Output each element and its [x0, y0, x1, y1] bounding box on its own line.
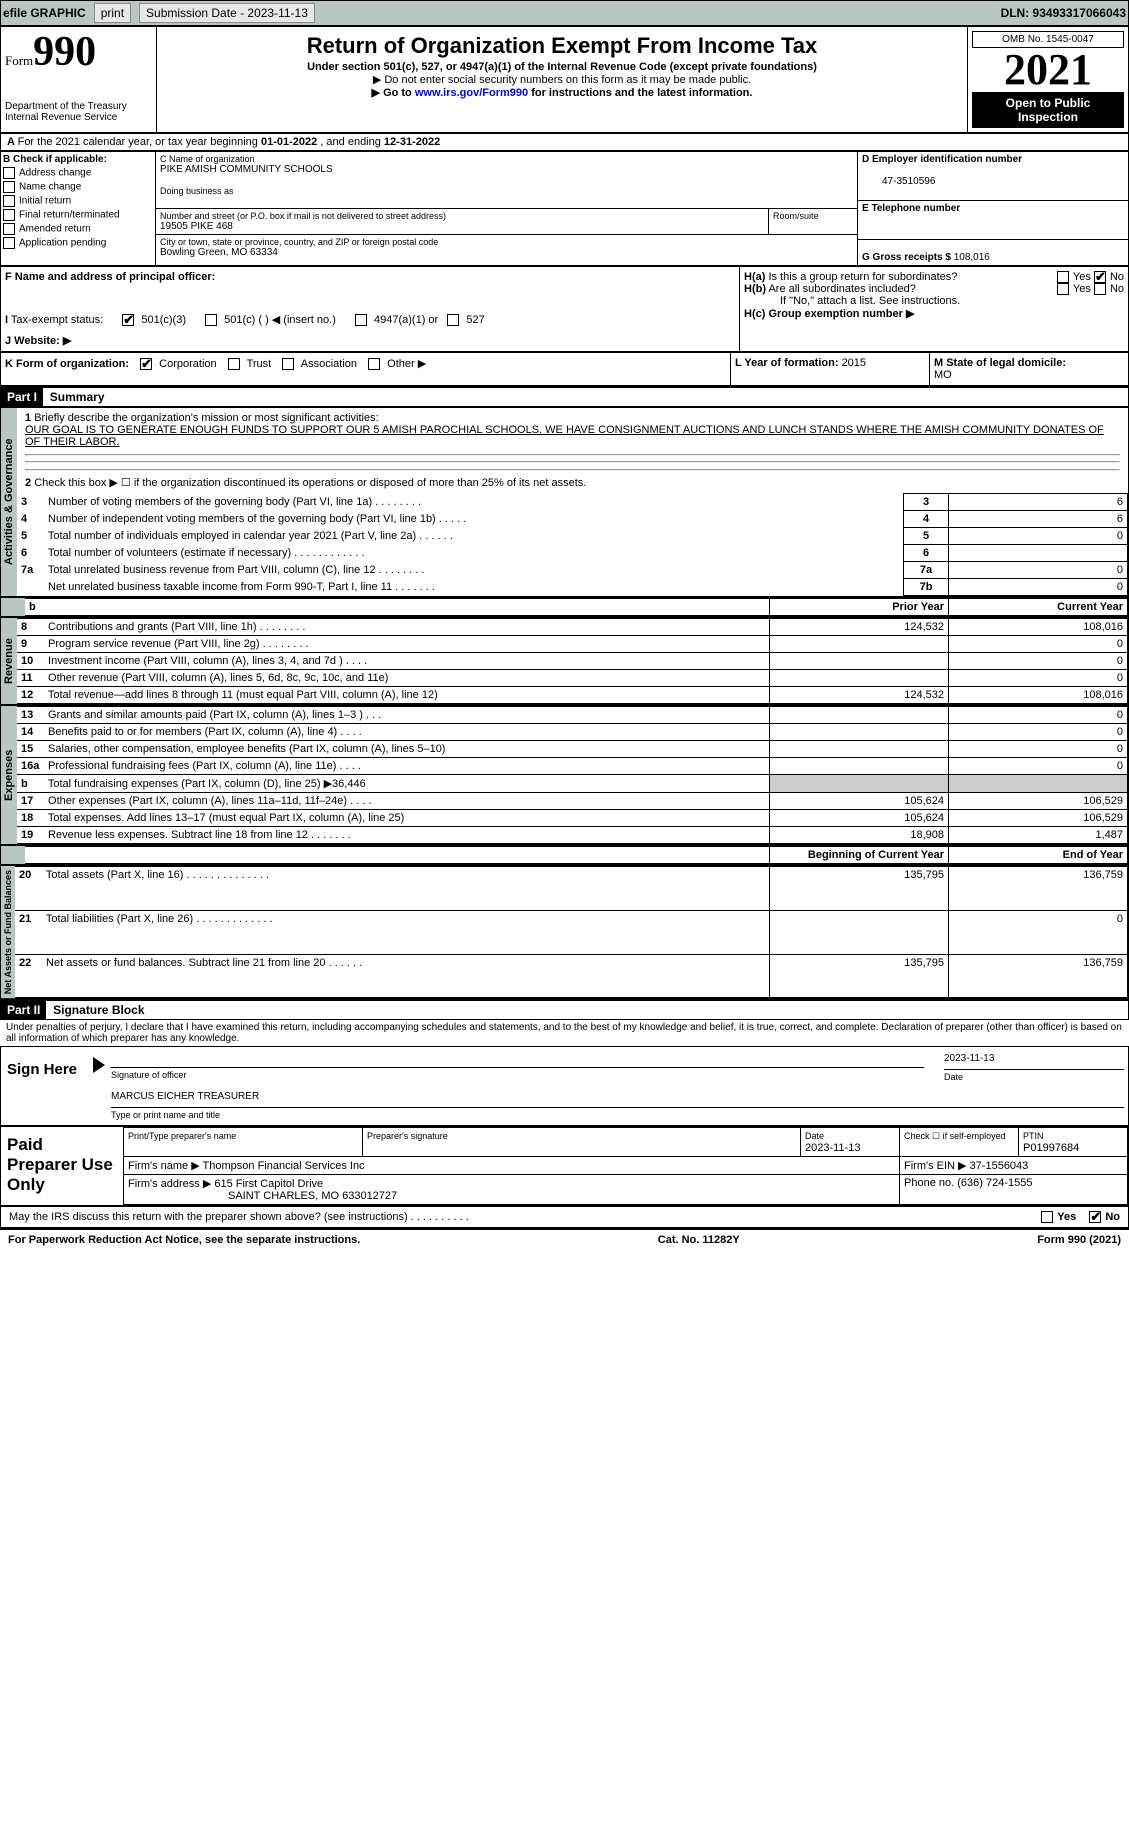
firm-ein: 37-1556043	[970, 1160, 1029, 1172]
ptin: P01997684	[1023, 1142, 1079, 1154]
side-net: Net Assets or Fund Balances	[1, 866, 15, 998]
check-pending[interactable]	[3, 237, 15, 249]
dept-label: Department of the Treasury	[5, 101, 152, 112]
org-address: 19505 PIKE 468	[160, 221, 764, 232]
dln-label: DLN: 93493317066043	[1001, 6, 1126, 20]
print-button[interactable]: print	[94, 3, 131, 23]
check-initial[interactable]	[3, 195, 15, 207]
discuss-no[interactable]	[1089, 1211, 1101, 1223]
check-501c[interactable]	[205, 314, 217, 326]
tax-year: 2021	[972, 48, 1124, 92]
check-527[interactable]	[447, 314, 459, 326]
section-f: F Name and address of principal officer:…	[1, 267, 739, 351]
sig-declaration: Under penalties of perjury, I declare th…	[0, 1020, 1129, 1046]
sig-date: 2023-11-13	[944, 1051, 1124, 1070]
mission-text: OUR GOAL IS TO GENERATE ENOUGH FUNDS TO …	[25, 424, 1104, 448]
check-corp[interactable]	[140, 358, 152, 370]
efile-label: efile GRAPHIC	[3, 6, 86, 20]
form-title: Return of Organization Exempt From Incom…	[161, 33, 963, 59]
officer-name: MARCUS EICHER TREASURER	[111, 1089, 1124, 1108]
gross-receipts: 108,016	[954, 252, 990, 263]
top-bar: efile GRAPHIC print Submission Date - 20…	[0, 0, 1129, 26]
check-501c3[interactable]	[122, 314, 134, 326]
irs-label: Internal Revenue Service	[5, 112, 152, 123]
paid-preparer: Paid Preparer Use Only	[1, 1127, 123, 1205]
footer-right: Form 990 (2021)	[1037, 1234, 1121, 1246]
website-label: J Website: ▶	[5, 335, 71, 347]
year-formation: 2015	[842, 357, 866, 369]
header-left: Form990 Department of the Treasury Inter…	[1, 27, 156, 132]
footer-left: For Paperwork Reduction Act Notice, see …	[8, 1234, 360, 1246]
open-inspection: Open to Public Inspection	[972, 92, 1124, 128]
check-final[interactable]	[3, 209, 15, 221]
check-4947[interactable]	[355, 314, 367, 326]
discuss-yes[interactable]	[1041, 1211, 1053, 1223]
footer-mid: Cat. No. 11282Y	[658, 1234, 740, 1246]
firm-phone: (636) 724-1555	[957, 1177, 1032, 1189]
part2-head: Part II	[1, 1001, 46, 1019]
check-address[interactable]	[3, 167, 15, 179]
side-revenue: Revenue	[1, 618, 17, 704]
officer-signature[interactable]	[111, 1051, 924, 1068]
part1-head: Part I	[1, 388, 43, 406]
firm-name: Thompson Financial Services Inc	[203, 1160, 365, 1172]
header-mid: Return of Organization Exempt From Incom…	[156, 27, 968, 132]
section-h: H(a) Is this a group return for subordin…	[739, 267, 1128, 351]
ein: 47-3510596	[882, 176, 935, 187]
side-expenses: Expenses	[1, 706, 17, 844]
header-right: OMB No. 1545-0047 2021 Open to Public In…	[968, 27, 1128, 132]
org-name: PIKE AMISH COMMUNITY SCHOOLS	[160, 164, 853, 175]
check-ha-no[interactable]	[1094, 271, 1106, 283]
state-domicile: MO	[934, 369, 952, 381]
check-name[interactable]	[3, 181, 15, 193]
submission-button[interactable]: Submission Date - 2023-11-13	[139, 3, 315, 23]
sign-here: Sign Here	[1, 1047, 93, 1125]
line-a: A For the 2021 calendar year, or tax yea…	[0, 133, 1129, 151]
irs-link[interactable]: www.irs.gov/Form990	[415, 87, 528, 99]
check-amended[interactable]	[3, 223, 15, 235]
sig-arrow-icon	[93, 1057, 105, 1073]
side-activities: Activities & Governance	[1, 408, 17, 596]
org-city: Bowling Green, MO 63334	[160, 247, 853, 258]
section-b: B Check if applicable: Address change Na…	[1, 152, 156, 265]
